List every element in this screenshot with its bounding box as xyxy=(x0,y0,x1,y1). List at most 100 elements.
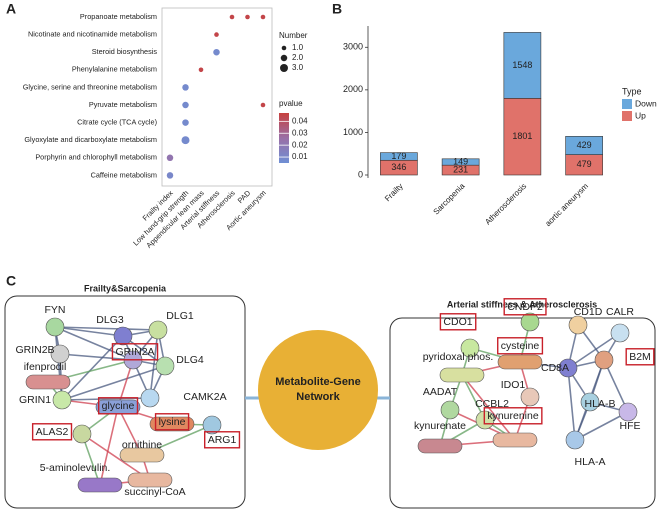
dot xyxy=(182,101,189,109)
y-tick-label: 3000 xyxy=(343,42,363,52)
node-label: ALAS2 xyxy=(36,426,69,438)
gene-node xyxy=(520,312,540,332)
panel-label: C xyxy=(6,273,16,289)
node-label: kynurenine xyxy=(487,410,539,422)
gene-node xyxy=(45,317,65,337)
network-edge xyxy=(567,332,621,369)
node-label: CCBL2 xyxy=(475,398,509,410)
node-label: DLG3 xyxy=(96,314,124,326)
metabolite-node xyxy=(492,432,538,448)
dot xyxy=(182,84,189,91)
value-label: 346 xyxy=(391,162,406,172)
node-label: CD8A xyxy=(541,362,569,374)
legend-label: 3.0 xyxy=(292,63,304,72)
x-tick-label: aortic aneurysm xyxy=(543,181,590,228)
colorbar-label: 0.03 xyxy=(292,128,308,137)
highlight-box xyxy=(439,313,477,331)
gene-node xyxy=(155,356,175,376)
network-edge xyxy=(567,367,576,441)
gene-node xyxy=(113,326,133,346)
node-label: CAMK2A xyxy=(183,391,226,403)
gene-node xyxy=(140,388,160,408)
highlight-box xyxy=(31,423,73,441)
node-label: glycine xyxy=(102,400,135,412)
legend-title: Type xyxy=(622,86,642,96)
node-label: HFE xyxy=(620,420,641,432)
x-tick-label: Frailty xyxy=(383,182,405,204)
metabolite-node xyxy=(119,447,165,463)
gene-node xyxy=(610,323,630,343)
node-label: IDO1 xyxy=(501,379,526,391)
y-tick-label: Nicotinate and nicotinamide metabolism xyxy=(28,30,157,39)
gene-node xyxy=(565,430,585,450)
bar-segment xyxy=(565,136,603,155)
plot-frame xyxy=(161,7,273,187)
highlight-box xyxy=(497,337,544,355)
center-label: Network xyxy=(296,391,340,403)
value-label: 1548 xyxy=(512,60,532,70)
center-label: Metabolite-Gene xyxy=(275,376,361,388)
gene-node xyxy=(594,350,614,370)
network-title: Frailty&Sarcopenia xyxy=(84,283,167,293)
dot xyxy=(214,32,219,37)
gene-node xyxy=(618,402,638,422)
value-label: 231 xyxy=(453,164,468,174)
legend-label: Up xyxy=(635,110,646,120)
highlight-box xyxy=(503,298,547,316)
network-box xyxy=(4,295,246,509)
gene-node xyxy=(558,358,578,378)
dot xyxy=(229,14,235,20)
bar-segment xyxy=(503,32,542,99)
dot xyxy=(213,48,220,56)
dot xyxy=(198,67,204,73)
highlight-box xyxy=(111,343,159,361)
gene-node xyxy=(72,424,92,444)
colorbar-label: 0.04 xyxy=(292,116,308,125)
node-label: kynurenate xyxy=(414,420,466,432)
node-label: CNDP2 xyxy=(507,301,543,313)
gene-node xyxy=(50,344,70,364)
legend-dot xyxy=(280,64,288,72)
dot xyxy=(166,172,174,179)
panel-label: A xyxy=(6,1,16,17)
colorbar-label: 0.02 xyxy=(292,140,308,149)
node-label: GRIN2B xyxy=(15,344,54,356)
y-tick-label: Porphyrin and chlorophyll metabolism xyxy=(35,153,157,162)
panel-label: B xyxy=(332,1,342,17)
dot xyxy=(245,14,250,20)
network-edge xyxy=(54,326,134,361)
dot xyxy=(181,136,190,145)
highlight-box xyxy=(625,348,655,366)
y-tick-label: 1000 xyxy=(343,127,363,137)
network-edge xyxy=(81,433,151,481)
x-tick-label: Atherosclerosis xyxy=(483,182,528,227)
node-label: FYN xyxy=(45,304,66,316)
dot xyxy=(260,102,266,108)
network-edge xyxy=(54,326,124,337)
network-edge xyxy=(603,359,629,413)
network-edge xyxy=(149,329,159,399)
value-label: 179 xyxy=(391,151,406,161)
y-tick-label: Phenylalanine metabolism xyxy=(72,65,157,74)
y-tick-label: Glyoxylate and dicarboxylate metabolism xyxy=(24,135,157,144)
node-label: GRIN1 xyxy=(19,394,51,406)
gene-node xyxy=(520,387,540,407)
legend-dot xyxy=(280,54,288,62)
node-label: ifenprodil xyxy=(24,361,67,373)
colorbar xyxy=(279,113,289,163)
node-label: DLG4 xyxy=(176,354,204,366)
value-label: 1801 xyxy=(512,131,532,141)
network-edge xyxy=(574,411,629,441)
node-label: ornithine xyxy=(122,439,162,451)
node-label: CALR xyxy=(606,306,634,318)
metabolite-node xyxy=(25,374,71,390)
bar-segment xyxy=(503,98,542,176)
network-edge xyxy=(99,406,119,486)
y-tick-label: Glycine, serine and threonine metabolism xyxy=(23,82,157,91)
y-tick-label: 0 xyxy=(358,169,363,179)
network-edge xyxy=(54,326,159,331)
legend-label: Down xyxy=(635,98,657,108)
node-label: succinyl-CoA xyxy=(124,486,185,498)
legend-dot xyxy=(281,45,287,51)
